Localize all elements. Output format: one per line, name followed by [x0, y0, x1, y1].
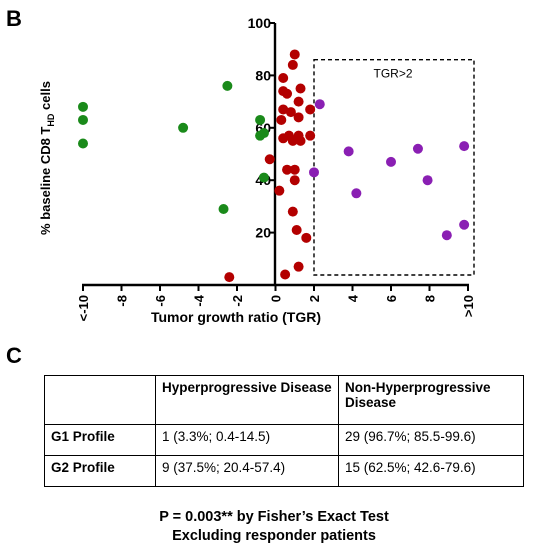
- data-point-red: [289, 175, 300, 186]
- x-tick-label: -8: [115, 295, 130, 307]
- data-point-red: [278, 104, 289, 115]
- panel-label-b: B: [6, 6, 22, 31]
- data-point-purple: [343, 146, 354, 157]
- data-point-green: [258, 128, 269, 139]
- cell-g1-hyper: 1 (3.3%; 0.4-14.5): [155, 424, 339, 456]
- data-point-red: [287, 206, 298, 217]
- row-label-g2: G2 Profile: [44, 455, 156, 487]
- scatter-chart: % baseline CD8 THD cells Tumor growth ra…: [38, 15, 476, 325]
- data-point-purple: [314, 99, 325, 110]
- table-header-blank: [44, 375, 156, 425]
- data-point-green: [178, 122, 189, 133]
- data-point-green: [255, 114, 266, 125]
- data-point-red: [280, 269, 291, 280]
- data-point-red: [293, 261, 304, 272]
- data-point-red: [293, 96, 304, 107]
- y-tick-label: 80: [255, 67, 271, 83]
- cell-g1-nonhyper: 29 (96.7%; 85.5-99.6): [338, 424, 524, 456]
- panel-label-c: C: [6, 343, 22, 368]
- cell-g2-hyper: 9 (37.5%; 20.4-57.4): [155, 455, 339, 487]
- data-point-green: [218, 204, 229, 215]
- data-point-red: [287, 135, 298, 146]
- data-point-red: [278, 73, 289, 84]
- x-tick-label: <-10: [76, 295, 91, 321]
- data-point-green: [78, 114, 88, 125]
- data-point-red: [274, 185, 285, 196]
- data-point-red: [295, 83, 306, 94]
- data-point-red: [282, 164, 293, 175]
- results-table: Hyperprogressive Disease Non-Hyperprogre…: [44, 375, 524, 487]
- data-point-red: [285, 107, 296, 118]
- data-point-purple: [351, 188, 362, 199]
- x-tick-label: 4: [346, 294, 361, 302]
- data-point-purple: [386, 156, 396, 167]
- tgr-region-box: [313, 58, 475, 276]
- data-point-purple: [412, 143, 423, 154]
- table-row: G2 Profile 9 (37.5%; 20.4-57.4) 15 (62.5…: [44, 455, 524, 487]
- x-tick-label: -2: [230, 295, 245, 307]
- data-point-red: [289, 49, 300, 60]
- y-axis-label-tail: cells: [38, 81, 53, 114]
- data-point-green: [78, 101, 88, 112]
- data-point-green: [78, 138, 88, 149]
- data-point-red: [291, 224, 302, 235]
- footnote-pvalue: P = 0.003** by Fisher’s Exact Test: [159, 509, 389, 525]
- y-tick-label: 20: [255, 225, 271, 241]
- data-point-red: [295, 135, 306, 146]
- y-axis-label: % baseline CD8 THD cells: [38, 81, 56, 235]
- x-tick-label: -4: [192, 294, 207, 306]
- table-header-hyperprogressive: Hyperprogressive Disease: [155, 375, 339, 425]
- y-axis-label-main: % baseline CD8 T: [38, 127, 53, 235]
- x-axis-label: Tumor growth ratio (TGR): [151, 309, 321, 325]
- data-point-red: [282, 88, 293, 99]
- y-tick-label: 100: [248, 15, 272, 31]
- data-point-purple: [309, 167, 319, 178]
- x-tick-label: -6: [153, 295, 168, 307]
- cell-g2-nonhyper: 15 (62.5%; 42.6-79.6): [338, 455, 524, 487]
- data-point-red: [276, 114, 287, 125]
- data-point-red: [305, 104, 316, 115]
- data-point-red: [293, 112, 304, 123]
- data-point-red: [301, 232, 312, 243]
- x-tick-label: >10: [461, 295, 476, 317]
- tgr-region-label: TGR>2: [373, 67, 412, 81]
- data-point-red: [264, 154, 275, 165]
- data-point-red: [287, 59, 298, 70]
- x-tick-label: 2: [307, 295, 322, 302]
- y-axis-label-sub: HD: [46, 113, 56, 126]
- data-point-red: [224, 272, 235, 283]
- x-tick-label: 6: [384, 295, 399, 302]
- data-point-green: [222, 80, 233, 91]
- x-tick-label: 0: [269, 295, 284, 302]
- data-point-red: [305, 130, 316, 141]
- footnote-exclusion: Excluding responder patients: [172, 528, 376, 544]
- data-point-red: [289, 164, 300, 175]
- x-tick-label: 8: [423, 295, 438, 302]
- table-header-row: Hyperprogressive Disease Non-Hyperprogre…: [44, 375, 524, 425]
- data-point-purple: [441, 230, 452, 241]
- data-point-purple: [459, 141, 470, 152]
- data-point-purple: [459, 219, 470, 230]
- row-label-g1: G1 Profile: [44, 424, 156, 456]
- data-point-purple: [422, 175, 433, 186]
- table-header-non-hyperprogressive: Non-Hyperprogressive Disease: [338, 375, 524, 425]
- table-row: G1 Profile 1 (3.3%; 0.4-14.5) 29 (96.7%;…: [44, 424, 524, 456]
- data-point-green: [258, 172, 269, 183]
- footnote: P = 0.003** by Fisher’s Exact Test Exclu…: [0, 508, 548, 546]
